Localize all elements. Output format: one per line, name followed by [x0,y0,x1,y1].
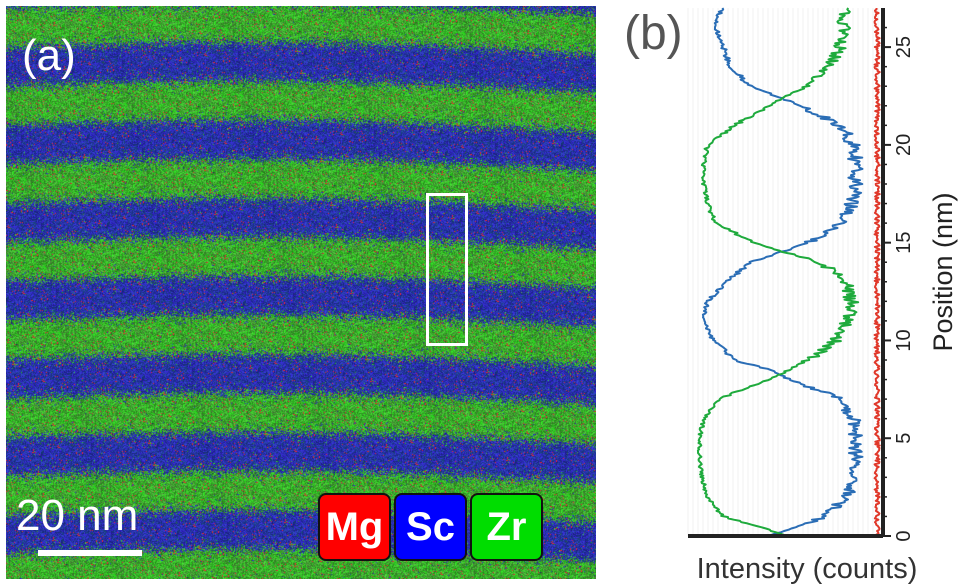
scale-bar [38,550,142,556]
y-axis-label: Position (nm) [928,192,958,351]
series-line-mg [873,8,881,537]
panel-b-label: (b) [624,7,683,60]
y-tick-label: 15 [893,232,915,254]
legend-label-zr: Zr [486,504,527,549]
legend-chip-mg: Mg [318,493,391,561]
eds-elemental-map-image [6,6,596,579]
element-legend: Mg Sc Zr [318,493,543,561]
y-tick-label: 20 [893,134,915,156]
eds-map-panel: (a) 20 nm Mg Sc Zr [6,6,596,579]
legend-chip-zr: Zr [470,493,543,561]
legend-chip-sc: Sc [394,493,467,561]
line-profile-panel: 0 5 10 15 20 25 Intensity (counts) Position (… [600,0,969,587]
legend-label-mg: Mg [325,504,384,549]
y-tick-label: 25 [893,36,915,58]
x-axis-label: Intensity (counts) [697,553,918,585]
series-line-zr [696,7,860,537]
legend-label-sc: Sc [406,504,455,549]
line-profile-chart: 0 5 10 15 20 25 Intensity (counts) Position (… [687,7,958,585]
scale-bar-label: 20 nm [16,491,139,540]
y-tick-label: 5 [893,433,915,444]
line-profile-region-box [426,193,468,346]
y-tick-label: 10 [893,329,915,351]
y-tick-label: 0 [893,530,915,541]
panel-a-label: (a) [22,31,76,80]
series-line-sc [701,7,864,537]
